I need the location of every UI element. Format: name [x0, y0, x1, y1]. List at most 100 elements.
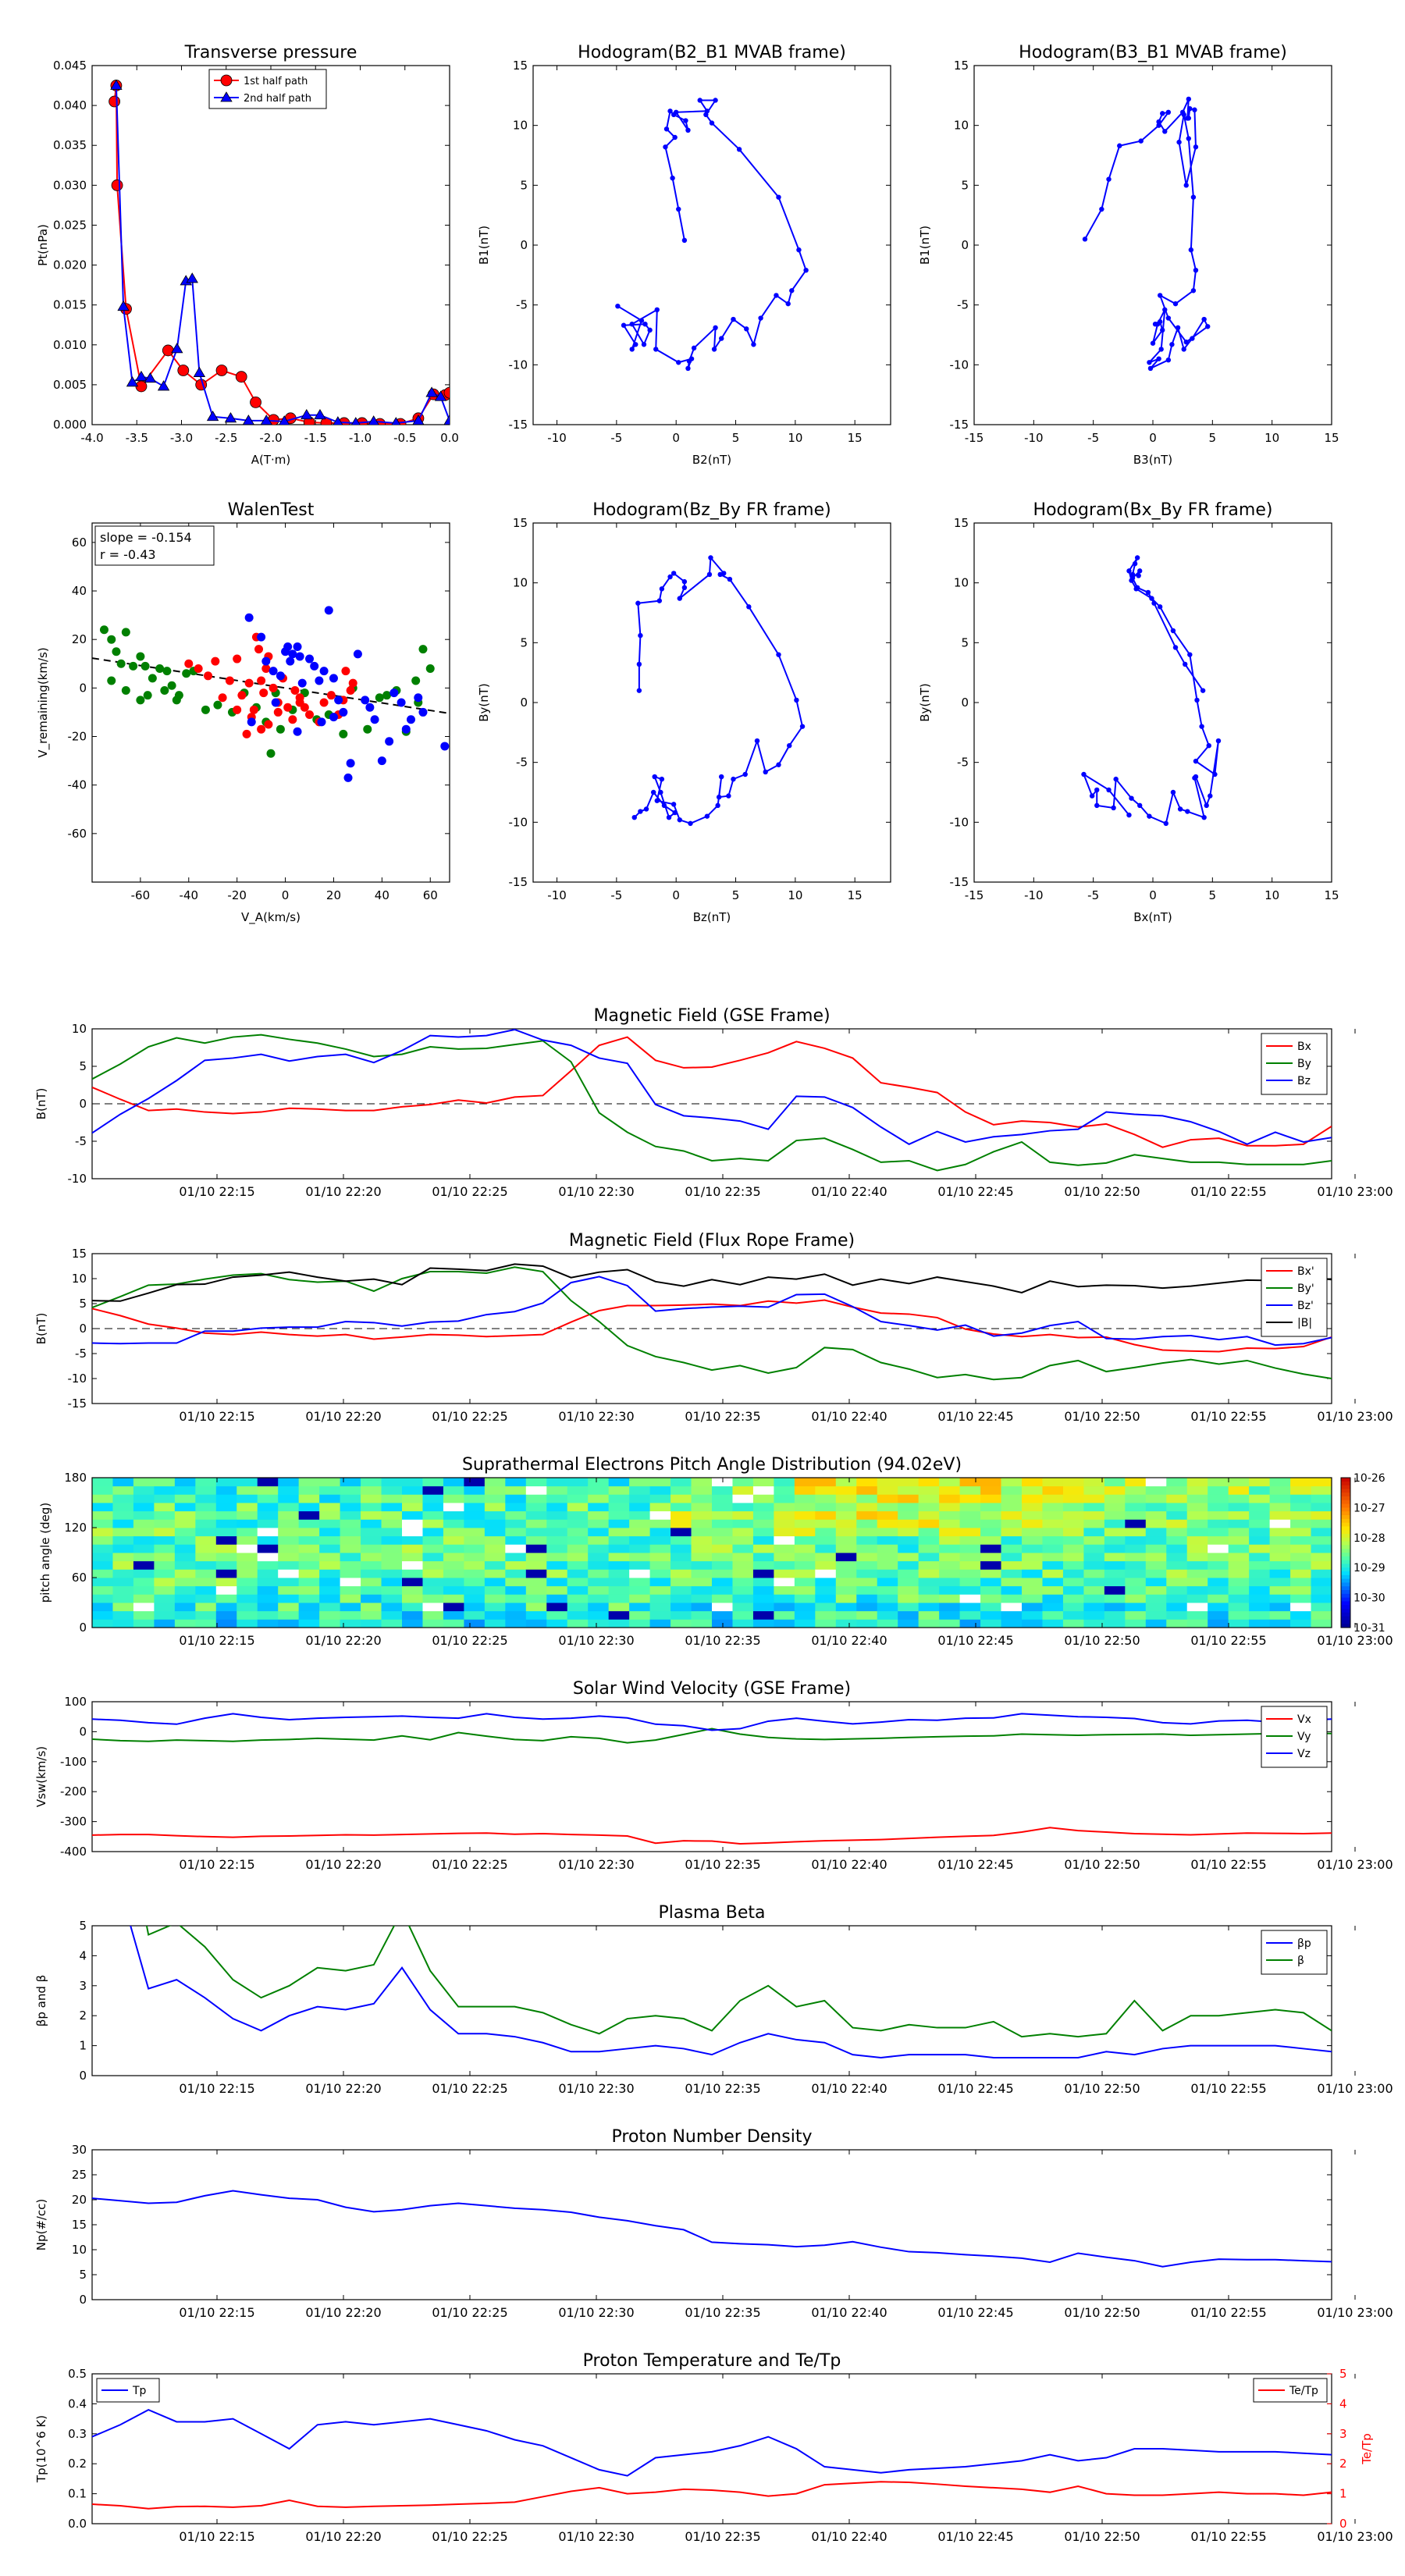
h3-point: [719, 774, 724, 780]
pad-cell: [918, 1485, 940, 1495]
walen-point: [167, 681, 176, 690]
pad-cell: [629, 1585, 650, 1595]
walen-point: [264, 720, 273, 729]
pad-cell: [361, 1594, 382, 1603]
bfr-ytick-label: 0: [79, 1322, 87, 1336]
pad-colorbar-step: [1341, 1493, 1350, 1497]
pad-cell: [361, 1619, 382, 1628]
walen-ytick-label: -40: [68, 778, 87, 792]
pad-cell: [195, 1485, 217, 1495]
h1-series-line: [617, 99, 807, 369]
vsw-time-axis: 01/10 22:15 01/10 22:20 01/10 22:25 01/10 2…: [179, 1702, 1393, 1872]
pad-cell: [918, 1585, 940, 1595]
pt-ylabel: Pt(nPa): [36, 224, 50, 266]
pad-cell: [257, 1594, 279, 1603]
h1-point: [731, 316, 736, 322]
pad-cell: [980, 1528, 1001, 1537]
pad-cell: [939, 1494, 960, 1503]
pad-cell: [1083, 1544, 1105, 1553]
walen-point: [269, 683, 278, 692]
pad-cell: [1269, 1594, 1291, 1603]
walen-point: [290, 685, 300, 695]
pad-cell: [1186, 1594, 1208, 1603]
h2-point: [1172, 301, 1179, 307]
bfr-ytick-label: 10: [72, 1272, 87, 1286]
pad-cell: [588, 1578, 610, 1587]
pad-cell: [732, 1578, 754, 1587]
pad-cell: [608, 1569, 630, 1578]
pad-cell: [505, 1578, 527, 1587]
h3-point: [652, 774, 657, 780]
pt-title: Transverse pressure: [184, 43, 357, 62]
pad-cell: [237, 1585, 258, 1595]
bgse-xtick-label: 01/10 22:15: [179, 1184, 254, 1199]
pad-cell: [278, 1478, 300, 1487]
pad-cell: [1269, 1510, 1291, 1520]
pad-cell: [1125, 1560, 1147, 1570]
pad-cell: [112, 1528, 134, 1537]
pad-cell: [546, 1585, 568, 1595]
pad-cell: [112, 1610, 134, 1620]
pad-cell: [670, 1594, 692, 1603]
vsw-ytick-label: -100: [60, 1755, 87, 1769]
h1-point: [751, 342, 756, 347]
np-xtick-label: 01/10 22:40: [811, 2305, 887, 2320]
pad-cell: [774, 1553, 795, 1562]
pad-cell: [1186, 1528, 1208, 1537]
pad-cell: [92, 1528, 113, 1537]
pad-cell: [670, 1478, 692, 1487]
pad-cell: [1145, 1494, 1167, 1503]
beta-xtick-label: 01/10 22:45: [937, 2081, 1013, 2096]
pad-cell: [1249, 1494, 1270, 1503]
pad-cell: [546, 1619, 568, 1628]
pad-cell: [794, 1478, 816, 1487]
pad-colorbar-step: [1341, 1574, 1350, 1580]
pad-cell: [1228, 1494, 1250, 1503]
pad-cell: [1022, 1585, 1043, 1595]
h1-point: [667, 109, 673, 114]
pad-cell: [154, 1494, 176, 1503]
pad-cell: [815, 1544, 837, 1553]
pad-cell: [1022, 1478, 1043, 1487]
bgse-legend-label: By: [1297, 1058, 1311, 1070]
vsw-legend-label: Vy: [1297, 1731, 1311, 1743]
pad-cell: [92, 1569, 113, 1578]
pad-cell: [505, 1594, 527, 1603]
pad-cell: [608, 1478, 630, 1487]
pad-cell: [443, 1569, 464, 1578]
pt-point: [144, 372, 157, 383]
pad-cell: [794, 1578, 816, 1587]
walen-point: [283, 642, 293, 652]
pad-cell: [712, 1478, 733, 1487]
pad-cell: [629, 1553, 650, 1562]
h3-point: [677, 817, 682, 823]
tp-ytick-right-label: 0: [1339, 2517, 1347, 2531]
walen-title: WalenTest: [228, 500, 315, 520]
pad-cell: [1083, 1494, 1105, 1503]
pad-cell: [361, 1544, 382, 1553]
pad-cell: [712, 1594, 733, 1603]
pad-ytick-label: 120: [64, 1521, 87, 1535]
pad-cell: [877, 1503, 898, 1512]
pad-cell: [1083, 1569, 1105, 1578]
pad-cell: [1311, 1594, 1332, 1603]
pad-cell: [939, 1594, 960, 1603]
h4-title: Hodogram(Bx_By FR frame): [1033, 500, 1273, 520]
pt-xtick-label: -2.0: [259, 431, 282, 445]
pt-point: [162, 344, 174, 357]
pad-cell: [712, 1510, 733, 1520]
pad-cell: [525, 1485, 547, 1495]
pt-point: [443, 386, 450, 399]
pad-cell: [898, 1510, 919, 1520]
pad-cell: [546, 1494, 568, 1503]
pad-cell: [815, 1569, 837, 1578]
walen-xtick-label: -20: [227, 888, 247, 902]
pad-cell: [464, 1585, 486, 1595]
walen-ytick-label: 40: [72, 584, 87, 598]
pad-cell: [422, 1594, 444, 1603]
h2-point: [1192, 107, 1197, 112]
h3-point: [706, 571, 713, 578]
pad-cell: [752, 1535, 774, 1545]
pad-cell: [752, 1610, 774, 1620]
bfr-ytick-label: -15: [68, 1397, 87, 1411]
